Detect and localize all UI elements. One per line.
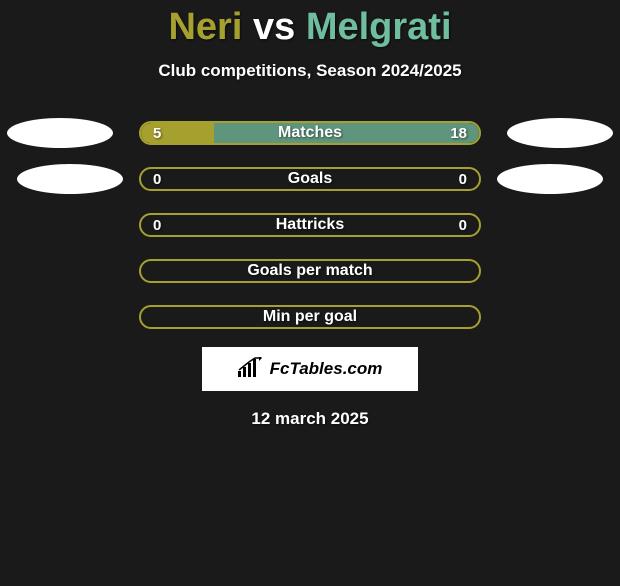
stat-bar: Min per goal <box>139 305 481 329</box>
bar-chart-icon <box>238 357 264 382</box>
stat-bar: Hattricks0 0 <box>139 213 481 237</box>
stat-value-right: 0 <box>459 217 467 234</box>
stat-label: Min per goal <box>141 308 479 326</box>
stat-row: Matches5 18 <box>0 121 620 145</box>
subtitle: Club competitions, Season 2024/2025 <box>0 61 620 81</box>
stat-bar: Goals per match <box>139 259 481 283</box>
stat-value-left: 5 <box>153 125 161 142</box>
stat-label: Matches <box>141 124 479 142</box>
stat-bar: Goals0 0 <box>139 167 481 191</box>
player2-name: Melgrati <box>306 6 452 48</box>
stat-label: Goals per match <box>141 262 479 280</box>
stat-bar: Matches5 18 <box>139 121 481 145</box>
stat-value-left: 0 <box>153 171 161 188</box>
stat-value-right: 18 <box>450 125 467 142</box>
date-text: 12 march 2025 <box>0 409 620 429</box>
vs-text: vs <box>253 6 295 48</box>
stat-rows: Matches518Goals00Hattricks00Goals per ma… <box>0 121 620 329</box>
stat-value-left: 0 <box>153 217 161 234</box>
stat-row: Goals0 0 <box>0 167 620 191</box>
stat-value-right: 0 <box>459 171 467 188</box>
stat-row: Hattricks0 0 <box>0 213 620 237</box>
player2-avatar <box>507 118 613 148</box>
brand-text: FcTables.com <box>270 359 383 379</box>
player1-avatar <box>7 118 113 148</box>
player1-name: Neri <box>168 6 242 48</box>
player1-avatar <box>17 164 123 194</box>
stat-row: Min per goal <box>0 305 620 329</box>
comparison-title: Neri vs Melgrati <box>0 6 620 49</box>
player2-avatar <box>497 164 603 194</box>
stat-label: Hattricks <box>141 216 479 234</box>
brand-box: FcTables.com <box>202 347 418 391</box>
stat-row: Goals per match <box>0 259 620 283</box>
stat-label: Goals <box>141 170 479 188</box>
